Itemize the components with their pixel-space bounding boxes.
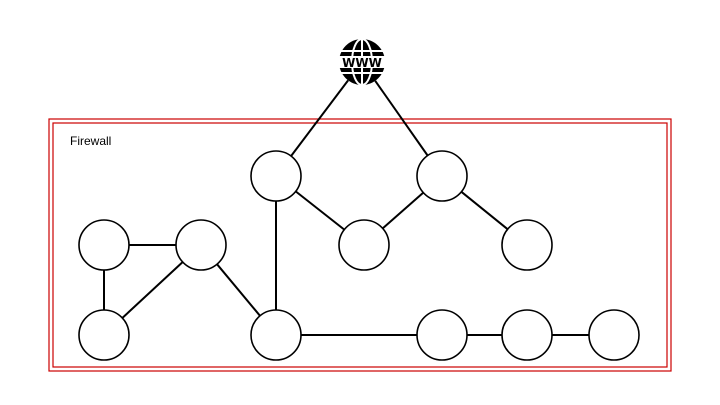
- edge-web-uplink-right-to-branch-mid: [382, 191, 424, 230]
- globe-www-label: WWW: [342, 56, 382, 70]
- node-cluster-top-right: [175, 219, 227, 271]
- node-branch-mid: [338, 219, 390, 271]
- globe-www-icon: WWW: [337, 38, 387, 86]
- nodes-layer: [78, 150, 640, 361]
- edge-cluster-top-right-to-cluster-bottom-left: [121, 261, 184, 319]
- edge-web-uplink-right-to-branch-right: [460, 191, 509, 230]
- node-cluster-bottom-left: [78, 309, 130, 361]
- node-cluster-top-left: [78, 219, 130, 271]
- node-chain-2: [501, 309, 553, 361]
- node-branch-right: [501, 219, 553, 271]
- edge-web-uplink-left-to-branch-mid: [295, 190, 345, 231]
- node-web-uplink-left: [250, 150, 302, 202]
- edge-internet-to-web-uplink-left: [290, 79, 349, 157]
- edge-cluster-top-right-to-hub-bottom: [216, 263, 261, 317]
- firewall-boundary-inner: [52, 122, 668, 368]
- firewall-label: Firewall: [70, 134, 112, 148]
- node-chain-3: [588, 309, 640, 361]
- node-web-uplink-right: [416, 150, 468, 202]
- node-chain-1: [416, 309, 468, 361]
- node-hub-bottom: [250, 309, 302, 361]
- edges-layer: [103, 79, 589, 336]
- firewall-boundary-outer: [48, 118, 672, 372]
- edge-internet-to-web-uplink-right: [374, 80, 429, 157]
